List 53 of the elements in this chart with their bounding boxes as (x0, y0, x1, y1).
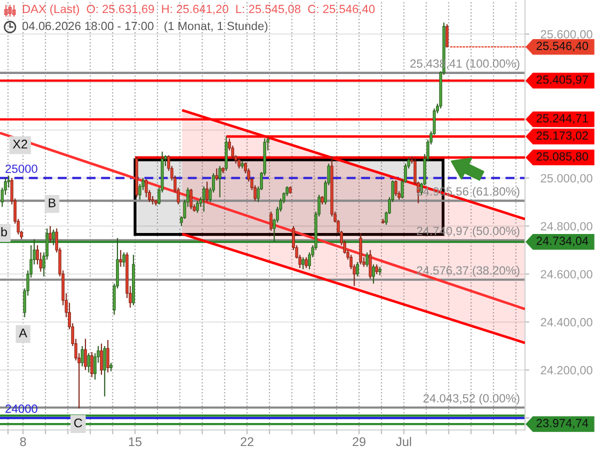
annotation: 24000 (6, 404, 38, 413)
candlestick (206, 181, 209, 203)
candlestick (52, 229, 55, 246)
candlestick (372, 264, 375, 284)
x-tick-label: 29 (352, 437, 366, 446)
candlestick (238, 157, 241, 170)
x-tick-label: Jul (396, 436, 412, 446)
annotation: 25.085,80 (536, 152, 588, 162)
ref-line-label: 24.734,04 (536, 236, 588, 246)
annotation: b (1, 227, 7, 236)
annotation: C (74, 418, 82, 428)
x-tick-label: 15 (129, 437, 142, 446)
annotation: 25.173,02 (536, 131, 588, 142)
candlestick (84, 338, 87, 371)
candlestick (90, 351, 94, 378)
candlestick (375, 264, 378, 275)
candlestick (359, 232, 362, 265)
ref-line-label: 25.405,97 (536, 75, 588, 86)
x-tick-label: 22 (240, 437, 254, 446)
y-tick-label: 24.400,00 (540, 318, 592, 328)
x-tick-label: 8 (20, 437, 26, 446)
y-tick-label: 25.000,00 (540, 174, 592, 184)
annotation: 25.546,40 (536, 42, 588, 52)
candlestick (196, 200, 199, 214)
candlestick (366, 252, 369, 268)
candlestick (106, 339, 110, 373)
annotation: 25000 (6, 164, 38, 173)
candlestick (202, 186, 206, 212)
candlestick (103, 345, 106, 397)
candlestick (122, 252, 126, 268)
ref-line-label: 23.974,74 (536, 418, 588, 429)
candlestick (87, 352, 90, 373)
annotation: A (18, 328, 28, 338)
annotation: X2 (12, 140, 28, 148)
y-tick-label: 25.600,00 (540, 30, 592, 40)
candlestick (302, 256, 305, 270)
candlestick (190, 188, 193, 210)
candlestick (119, 249, 122, 268)
y-tick-label: 24.200,00 (540, 366, 592, 376)
candlestick (215, 168, 218, 181)
annotation: B (48, 198, 56, 208)
y-tick-label: 24.600,00 (540, 270, 592, 280)
ref-line-label: 25.244,71 (536, 114, 588, 124)
candlestick (270, 211, 273, 232)
candlestick (356, 261, 359, 277)
text: 04.06.2026 18:00 - 17:00 (1 Monat, 1 Stunde) (22, 22, 268, 32)
chart-title: DAX (Last) O: 25.631,69 H: 25.641,20 L: 25.545,08 C: 25.546,40 (22, 4, 375, 16)
candlestick (100, 343, 103, 376)
y-tick-label: 24.800,00 (540, 222, 592, 232)
annotation: 24.576,37 (38.20%) (416, 266, 520, 277)
annotation: 24.043,52 (0.00%) (424, 394, 520, 405)
candlestick (394, 180, 398, 197)
candlestick (218, 165, 222, 198)
